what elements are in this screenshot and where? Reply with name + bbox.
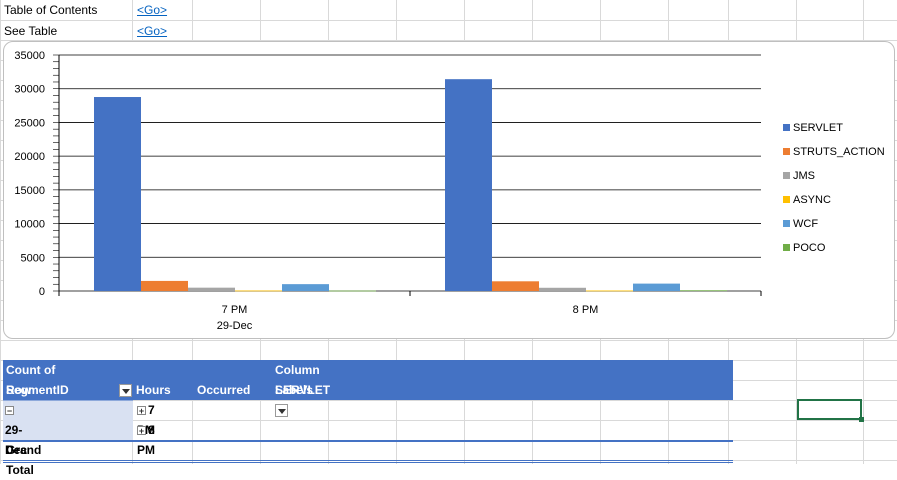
legend-swatch-servlet — [783, 124, 790, 131]
x-category-label: 7 PM — [222, 304, 248, 316]
pivot-header-row-2 — [3, 380, 733, 400]
bar-struts_action-0[interactable] — [141, 280, 188, 291]
group-cell — [3, 400, 133, 441]
hour-label: 8 PM — [137, 423, 155, 457]
legend-swatch-struts_action — [783, 148, 790, 155]
bar-wcf-1[interactable] — [633, 283, 680, 291]
legend-swatch-poco — [783, 244, 790, 251]
expand-icon[interactable]: + — [137, 406, 146, 417]
y-tick-label: 20000 — [14, 151, 45, 163]
y-tick-label: 0 — [39, 286, 45, 298]
bar-async-0[interactable] — [235, 290, 282, 292]
legend-label-jms: JMS — [793, 170, 815, 182]
selected-cell[interactable] — [797, 399, 862, 420]
bar-jms-1[interactable] — [539, 287, 586, 291]
bar-wcf-0[interactable] — [282, 284, 329, 291]
see-table-label: See Table — [4, 24, 58, 38]
hours-header: Hours — [136, 383, 171, 397]
x-category-label: 8 PM — [573, 304, 599, 316]
bar-struts_action-1[interactable] — [492, 281, 539, 291]
row-labels-header: Row Labels — [6, 380, 44, 417]
x-group-label: 29-Dec — [217, 320, 253, 332]
column-chart[interactable]: 35000 30000 25000 20000 15000 10000 5000 0 7 PM 8… — [3, 41, 895, 339]
see-table-go-link[interactable]: <Go> — [137, 24, 168, 38]
y-tick-label: 30000 — [14, 84, 45, 96]
y-tick-label: 25000 — [14, 117, 45, 129]
bar-servlet-0[interactable] — [94, 97, 141, 291]
expand-icon[interactable]: + — [137, 426, 146, 437]
value-field-label: Count of SegmentID — [6, 363, 69, 397]
row-filter-dropdown-icon[interactable] — [119, 384, 132, 397]
group-label: 29-Dec — [5, 423, 28, 457]
bar-poco-1[interactable] — [680, 290, 727, 292]
bar-async-1[interactable] — [586, 290, 633, 292]
occurred-header: Occurred — [197, 383, 251, 397]
legend-label-struts_action: STRUTS_ACTION — [793, 146, 885, 158]
y-tick-label: 35000 — [14, 50, 45, 62]
legend-label-poco: POCO — [793, 242, 826, 254]
y-tick-label: 5000 — [21, 252, 45, 264]
grand-total-label: Grand Total — [6, 443, 42, 477]
bar-poco-0[interactable] — [329, 290, 376, 292]
hour-row-label[interactable]: +7 PM — [137, 400, 155, 437]
toc-label: Table of Contents — [4, 3, 98, 17]
hour-row-label[interactable]: +8 PM — [137, 420, 155, 457]
legend-label-servlet: SERVLET — [793, 122, 843, 134]
column-labels-text: Column Labels — [275, 363, 320, 397]
col-header-servlet: SERVLET — [275, 383, 331, 397]
chart-plot: 35000 30000 25000 20000 15000 10000 5000 0 7 PM 8… — [14, 50, 885, 332]
legend-swatch-async — [783, 196, 790, 203]
collapse-icon[interactable]: − — [5, 406, 14, 417]
y-tick-label: 15000 — [14, 185, 45, 197]
column-labels-header: Column Labels — [275, 360, 320, 418]
legend-swatch-wcf — [783, 220, 790, 227]
y-tick-label: 10000 — [14, 219, 45, 231]
bar-jms-0[interactable] — [188, 287, 235, 291]
bar-servlet-1[interactable] — [445, 79, 492, 291]
legend-swatch-jms — [783, 172, 790, 179]
fill-handle[interactable] — [859, 417, 864, 422]
group-row-label[interactable]: − 29-Dec — [5, 400, 27, 457]
legend-label-async: ASYNC — [793, 194, 831, 206]
toc-go-link[interactable]: <Go> — [137, 3, 168, 17]
column-filter-dropdown-icon[interactable] — [275, 404, 288, 418]
pivot-header-row-1 — [3, 360, 733, 380]
grand-total-row — [3, 440, 733, 463]
legend-label-wcf: WCF — [793, 218, 818, 230]
